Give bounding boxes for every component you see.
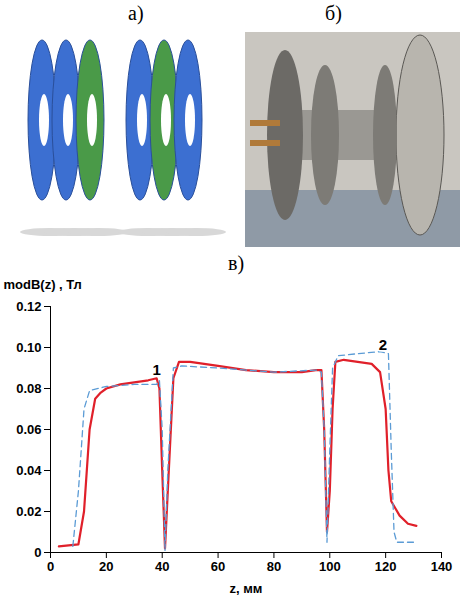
svg-text:0.04: 0.04 [16, 463, 42, 478]
svg-text:20: 20 [99, 559, 113, 574]
svg-text:80: 80 [267, 559, 281, 574]
svg-text:z, мм: z, мм [230, 581, 263, 596]
svg-text:0: 0 [47, 559, 54, 574]
html-text:в): в) [228, 252, 245, 274]
svg-text:0.12: 0.12 [16, 299, 41, 314]
svg-text:0.06: 0.06 [16, 422, 41, 437]
svg-text:60: 60 [211, 559, 225, 574]
svg-text:0: 0 [34, 545, 41, 560]
html-text:а): а) [128, 2, 144, 24]
svg-text:1: 1 [152, 361, 160, 378]
svg-text:0.08: 0.08 [16, 381, 41, 396]
svg-text:0.10: 0.10 [16, 340, 41, 355]
svg-text:100: 100 [319, 559, 341, 574]
svg-text:0.02: 0.02 [16, 504, 41, 519]
html-text:б): б) [325, 2, 342, 24]
svg-text:modB(z) , Тл: modB(z) , Тл [4, 277, 82, 292]
svg-text:120: 120 [375, 559, 397, 574]
svg-text:140: 140 [431, 559, 453, 574]
svg-text:2: 2 [379, 336, 387, 353]
svg-text:40: 40 [155, 559, 169, 574]
